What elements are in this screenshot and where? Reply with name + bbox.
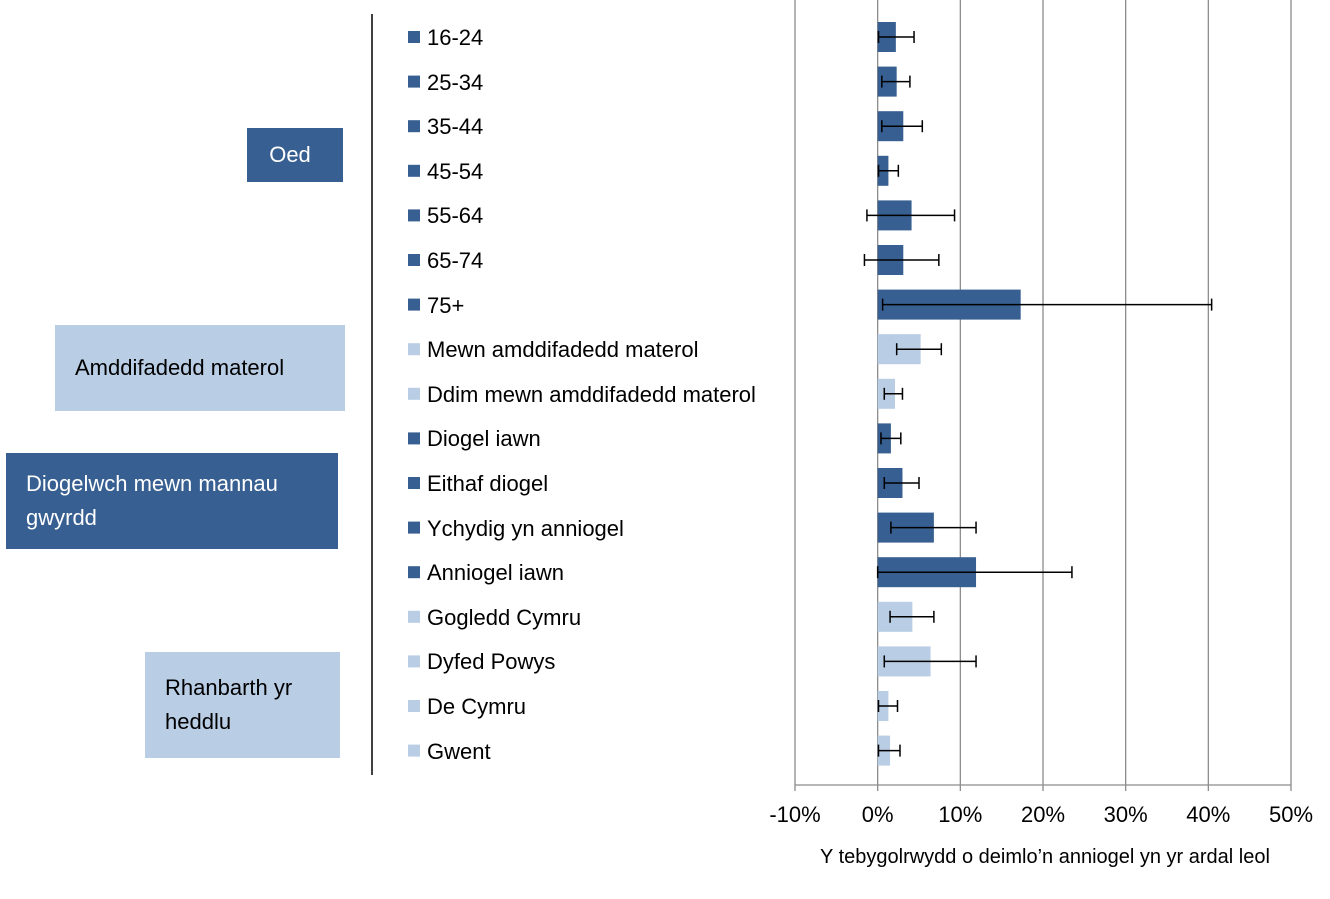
- legend-swatch: [408, 343, 420, 356]
- legend-swatch: [408, 254, 420, 266]
- category-label: 35-44: [427, 114, 484, 140]
- category-label: De Cymru: [427, 694, 527, 719]
- category-label: 75+: [427, 292, 465, 318]
- legend-swatch: [408, 655, 420, 668]
- category-label: 25-34: [427, 69, 484, 95]
- category-label: Mewn amddifadedd materol: [427, 337, 699, 363]
- category-label: Anniogel iawn: [427, 560, 564, 586]
- legend-swatch: [408, 209, 420, 222]
- category-label: Gogledd Cymru: [427, 604, 582, 630]
- x-tick-label: 10%: [938, 802, 983, 827]
- legend-swatch: [408, 477, 420, 489]
- legend-swatch: [408, 31, 420, 43]
- legend-swatch: [408, 566, 420, 579]
- category-label: Dyfed Powys: [427, 649, 556, 675]
- legend-swatch: [408, 700, 420, 712]
- x-tick-label: 30%: [1103, 802, 1148, 827]
- legend-swatch: [408, 610, 420, 623]
- x-tick-label: 50%: [1268, 802, 1314, 827]
- legend-swatch: [408, 387, 420, 400]
- legend-swatch: [408, 298, 420, 311]
- x-tick-label: 40%: [1186, 802, 1231, 827]
- legend-swatch: [408, 744, 420, 757]
- category-label: 65-74: [427, 248, 484, 273]
- group-box: Diogelwch mewn mannau gwyrdd: [6, 453, 338, 549]
- category-label: Gwent: [427, 738, 491, 764]
- category-label: 45-54: [427, 158, 484, 184]
- x-axis-title: Y tebygolrwydd o deimlo’n anniogel yn yr…: [820, 846, 1270, 868]
- category-label: Diogel iawn: [427, 426, 541, 452]
- category-label: Ddim mewn amddifadedd materol: [427, 381, 756, 407]
- group-box: Amddifadedd materol: [55, 325, 345, 411]
- category-label: Ychydig yn anniogel: [427, 515, 624, 541]
- group-box: Oed: [247, 128, 343, 182]
- legend-swatch: [408, 432, 420, 445]
- legend-swatch: [408, 120, 420, 133]
- x-tick-label: 20%: [1020, 802, 1066, 827]
- group-box: Rhanbarth yr heddlu: [145, 652, 340, 758]
- x-tick-label: 0%: [861, 802, 894, 827]
- category-label: 16-24: [427, 25, 484, 50]
- legend-swatch: [408, 75, 420, 88]
- category-label: 55-64: [427, 203, 484, 229]
- category-label: Eithaf diogel: [427, 471, 549, 496]
- legend-swatch: [408, 521, 420, 534]
- legend-swatch: [408, 164, 420, 177]
- x-tick-label: -10%: [769, 802, 821, 827]
